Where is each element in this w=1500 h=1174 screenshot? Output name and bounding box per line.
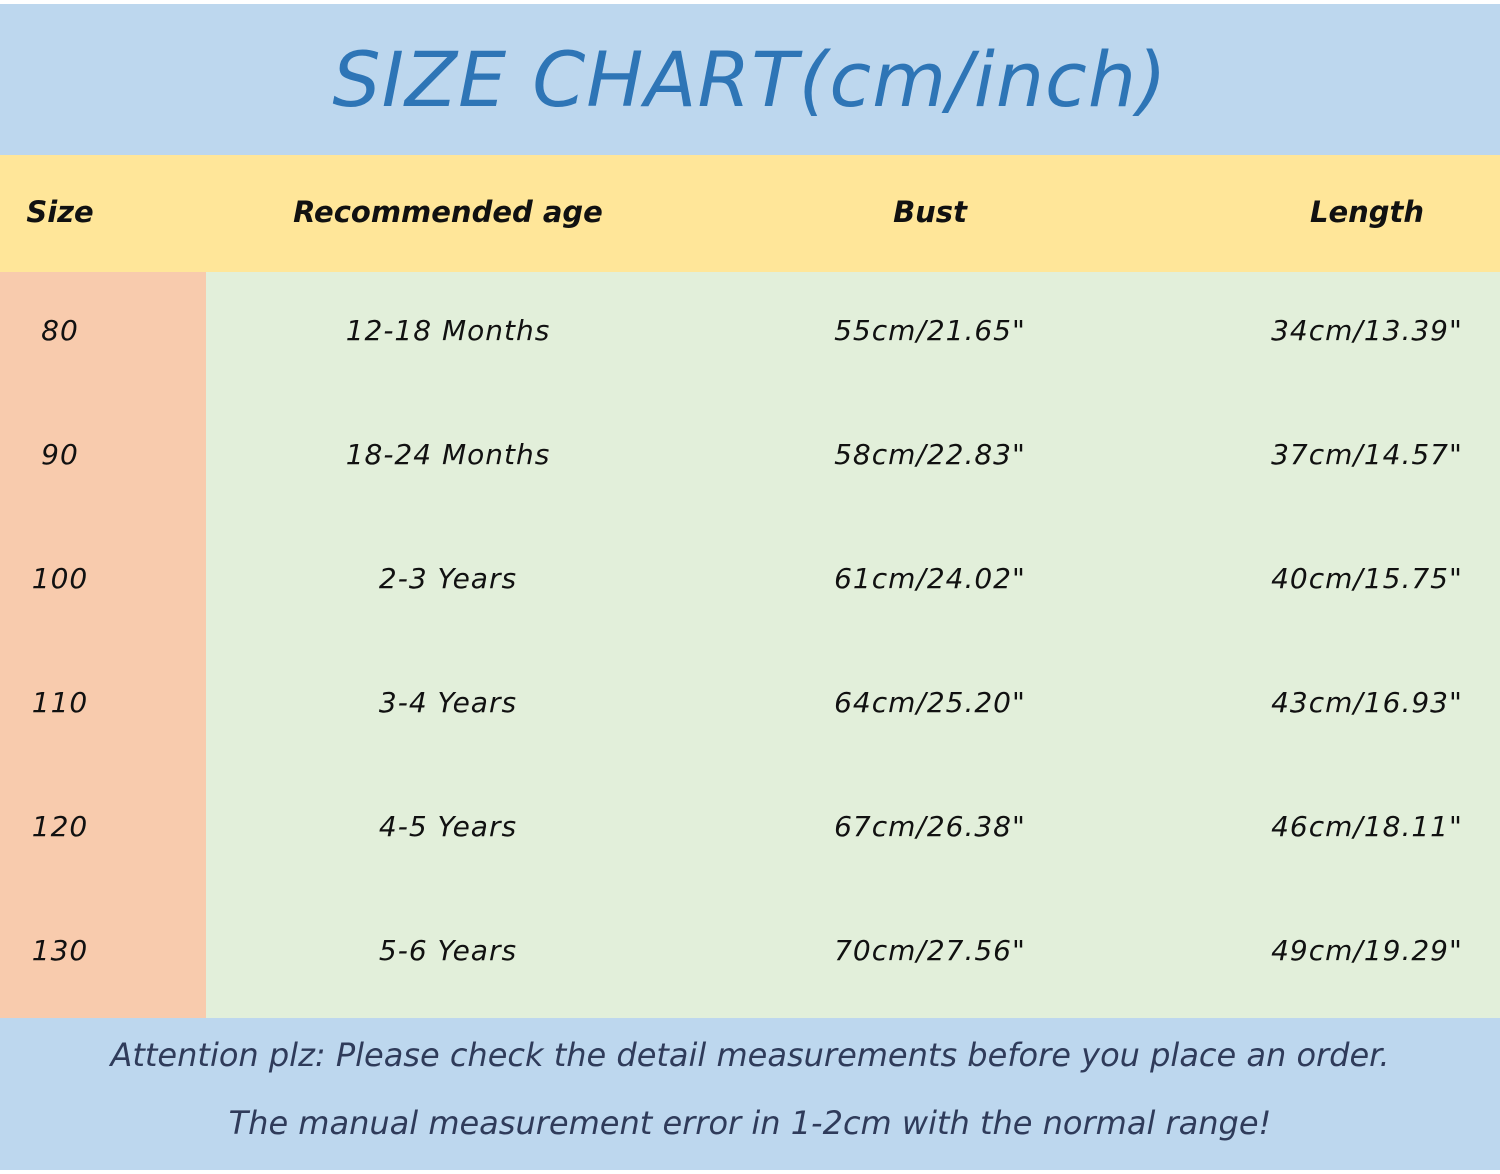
measurement-error-note: The manual measurement error in 1-2cm wi… — [228, 1104, 1272, 1142]
table-row: 100 2-3 Years 61cm/24.02" 40cm/15.75" — [0, 520, 1500, 644]
cell-bust: 70cm/27.56" — [834, 934, 1026, 967]
cell-recommended-age: 4-5 Years — [378, 810, 518, 843]
cell-size: 100 — [31, 562, 89, 595]
cell-size: 120 — [31, 810, 89, 843]
cell-size: 110 — [31, 686, 89, 719]
cell-bust: 67cm/26.38" — [834, 810, 1026, 843]
cell-size: 90 — [41, 438, 79, 471]
cell-length: 43cm/16.93" — [1271, 686, 1463, 719]
table-row: 120 4-5 Years 67cm/26.38" 46cm/18.11" — [0, 768, 1500, 892]
header-recommended-age: Recommended age — [293, 195, 603, 229]
cell-recommended-age: 12-18 Months — [345, 314, 551, 347]
header-length: Length — [1309, 195, 1425, 229]
cell-recommended-age: 5-6 Years — [378, 934, 518, 967]
cell-size: 80 — [41, 314, 79, 347]
attention-note: Attention plz: Please check the detail m… — [110, 1036, 1390, 1074]
table-row: 110 3-4 Years 64cm/25.20" 43cm/16.93" — [0, 644, 1500, 768]
table-body: 80 12-18 Months 55cm/21.65" 34cm/13.39" 90 18… — [0, 272, 1500, 1018]
cell-length: 34cm/13.39" — [1271, 314, 1463, 347]
cell-length: 40cm/15.75" — [1271, 562, 1463, 595]
title-band: SIZE CHART(cm/inch) — [0, 4, 1500, 155]
header-bust: Bust — [893, 195, 967, 229]
header-size: Size — [26, 195, 94, 229]
cell-recommended-age: 3-4 Years — [378, 686, 518, 719]
table-row: 90 18-24 Months 58cm/22.83" 37cm/14.57" — [0, 396, 1500, 520]
cell-bust: 58cm/22.83" — [834, 438, 1026, 471]
cell-length: 46cm/18.11" — [1271, 810, 1463, 843]
cell-length: 49cm/19.29" — [1271, 934, 1463, 967]
cell-bust: 61cm/24.02" — [834, 562, 1026, 595]
footer-note: Attention plz: Please check the detail m… — [0, 1018, 1500, 1170]
table-header: Size Recommended age Bust Length — [0, 155, 1500, 272]
cell-length: 37cm/14.57" — [1271, 438, 1463, 471]
cell-size: 130 — [31, 934, 89, 967]
cell-bust: 64cm/25.20" — [834, 686, 1026, 719]
cell-recommended-age: 18-24 Months — [345, 438, 551, 471]
table-row: 80 12-18 Months 55cm/21.65" 34cm/13.39" — [0, 272, 1500, 396]
cell-recommended-age: 2-3 Years — [378, 562, 518, 595]
page-title: SIZE CHART(cm/inch) — [332, 35, 1168, 124]
size-column-background — [0, 272, 206, 1018]
table-row: 130 5-6 Years 70cm/27.56" 49cm/19.29" — [0, 892, 1500, 1016]
cell-bust: 55cm/21.65" — [834, 314, 1026, 347]
